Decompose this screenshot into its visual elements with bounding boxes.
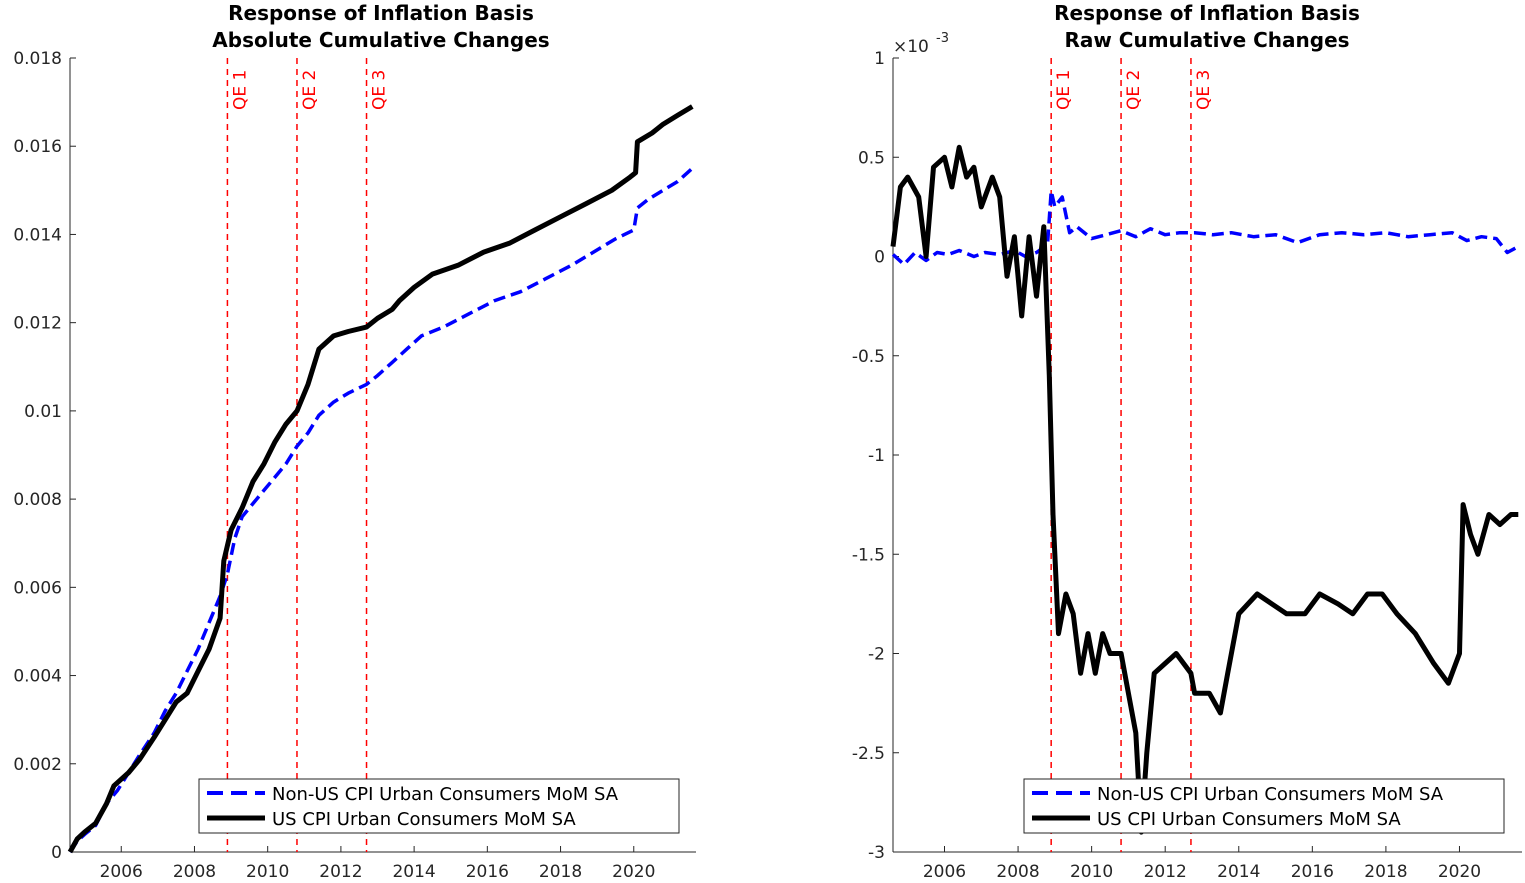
x-tick-label: 2010: [246, 862, 289, 882]
qe-event-lines: QE 1 QE 2 QE 3: [1050, 58, 1214, 852]
series-line-non-us: [68, 167, 694, 853]
y-tick-label: -2.5: [852, 744, 885, 764]
x-tick-label: 2006: [923, 862, 966, 882]
x-tick-label: 2010: [1070, 862, 1113, 882]
x-tick-label: 2008: [173, 862, 216, 882]
y-tick-label: -2: [868, 645, 885, 665]
x-tick-label: 2020: [612, 862, 655, 882]
legend-label-us: US CPI Urban Consumers MoM SA: [1097, 809, 1401, 830]
legend-label-non-us: Non-US CPI Urban Consumers MoM SA: [272, 784, 619, 805]
x-tick-label: 2020: [1438, 862, 1481, 882]
y-tick-label: 0.014: [13, 225, 62, 245]
qe-event-label: QE 2: [1124, 70, 1144, 110]
y-tick-label: 0.012: [13, 314, 62, 334]
x-tick-label: 2012: [319, 862, 362, 882]
legend-box: [1023, 778, 1505, 834]
qe-event-label: QE 1: [230, 70, 250, 110]
y-exponent-base: ×10: [893, 37, 929, 57]
legend-box: [198, 778, 680, 834]
y-tick-label: 0.01: [24, 402, 62, 422]
x-tick-label: 2016: [466, 862, 509, 882]
y-tick-label: -1: [868, 446, 885, 466]
x-tick-label: 2018: [539, 862, 582, 882]
y-tick-label: 1: [874, 49, 885, 69]
chart-title-line-2: Raw Cumulative Changes: [1064, 28, 1349, 52]
y-tick-label: 0.006: [13, 578, 62, 598]
y-tick-label: 0.016: [13, 137, 62, 157]
y-tick-label: -3: [868, 843, 885, 863]
y-tick-label: -0.5: [852, 347, 885, 367]
x-tick-label: 2008: [996, 862, 1039, 882]
x-tick-label: 2012: [1144, 862, 1187, 882]
x-tick-label: 2018: [1364, 862, 1407, 882]
chart-panel-raw: Response of Inflation Basis Raw Cumulati…: [852, 1, 1522, 882]
qe-event-label: QE 3: [370, 70, 390, 110]
y-tick-label: 0: [874, 248, 885, 268]
y-tick-label: 0.5: [858, 148, 885, 168]
chart-title-line-1: Response of Inflation Basis: [228, 1, 534, 25]
chart-title-line-1: Response of Inflation Basis: [1054, 1, 1360, 25]
series-line-us: [890, 144, 1519, 835]
qe-event-lines: QE 1 QE 2 QE 3: [226, 58, 390, 852]
y-tick-label: 0.002: [13, 755, 62, 775]
x-tick-label: 2006: [100, 862, 143, 882]
x-tick-label: 2016: [1291, 862, 1334, 882]
legend: Non-US CPI Urban Consumers MoM SA US CPI…: [198, 778, 680, 834]
y-tick-label: 0.004: [13, 667, 62, 687]
legend: Non-US CPI Urban Consumers MoM SA US CPI…: [1023, 778, 1505, 834]
series-line-non-us: [891, 189, 1520, 267]
y-tick-label: 0.018: [13, 49, 62, 69]
y-tick-label: 0.008: [13, 490, 62, 510]
y-exponent-label: ×10 -3: [893, 31, 949, 57]
y-tick-label: -1.5: [852, 545, 885, 565]
qe-event-label: QE 2: [300, 70, 320, 110]
plot-area: [890, 144, 1520, 835]
qe-event-label: QE 1: [1054, 70, 1074, 110]
x-tick-label: 2014: [392, 862, 435, 882]
axis-ticks: 0 0.002 0.004 0.006 0.008 0.01 0.012 0.014 0.016…: [13, 49, 696, 882]
series-line-us: [67, 104, 694, 854]
x-tick-label: 2014: [1217, 862, 1260, 882]
axis-ticks: -3 -2.5 -2 -1.5 -1 -0.5 0 0.5 1 2006 2008 2010 2012 2…: [852, 49, 1522, 882]
legend-label-non-us: Non-US CPI Urban Consumers MoM SA: [1097, 784, 1444, 805]
legend-label-us: US CPI Urban Consumers MoM SA: [272, 809, 576, 830]
y-exponent-power: -3: [936, 31, 949, 46]
chart-panel-absolute: Response of Inflation Basis Absolute Cum…: [13, 1, 696, 882]
plot-area: [67, 104, 694, 854]
qe-event-label: QE 3: [1194, 70, 1214, 110]
chart-title-line-2: Absolute Cumulative Changes: [212, 28, 549, 52]
y-tick-label: 0: [51, 843, 62, 863]
